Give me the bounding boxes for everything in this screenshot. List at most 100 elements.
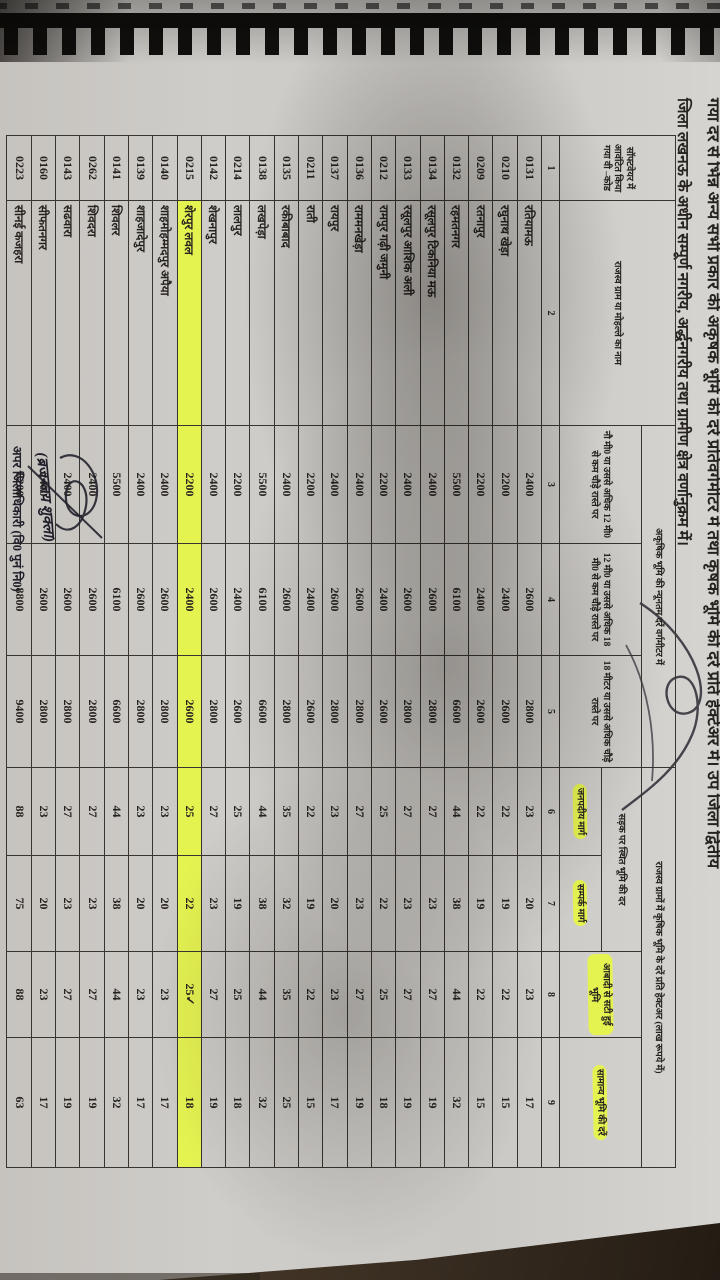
row-value: 15 <box>492 1037 518 1168</box>
row-value: 20 <box>322 855 348 952</box>
header-village-name: राजस्व ग्राम या मोहल्ले का नाम <box>559 200 676 426</box>
row-value: 22 <box>492 767 518 856</box>
table-row: 0131 रतियामऊ 2400 2600 2800 23 20 23 17 <box>517 135 542 1168</box>
row-name: राममनखेड़ा <box>347 200 372 426</box>
table-row: 0210 रघुनाथ खेड़ा 2200 2400 2600 22 19 22 15 <box>492 135 518 1168</box>
land-rates-table: सॉफ्टवेयर में आवंटित किया गया वी –कोड रा… <box>6 135 676 1168</box>
row-value: 32 <box>274 855 299 952</box>
row-value: 27 <box>79 951 105 1038</box>
row-value: 15 <box>468 1037 493 1168</box>
row-code: 0132 <box>444 135 469 201</box>
row-code: 0134 <box>420 135 445 201</box>
header-subgroup-road: सड़क पर स्थित भूमि की दर <box>601 767 642 952</box>
row-value: 2800 <box>79 655 105 768</box>
serial-cell: 7 <box>541 855 560 952</box>
row-value: 23 <box>152 767 178 856</box>
serial-cell: 9 <box>541 1037 560 1168</box>
row-value: 23 <box>420 855 445 952</box>
row-name: रघुनाथ खेड़ा <box>492 200 518 426</box>
row-value: 38 <box>249 855 275 952</box>
row-value: 44 <box>104 951 129 1038</box>
row-value: 88 <box>6 767 32 856</box>
row-value: 19 <box>420 1037 445 1168</box>
row-value: 2400 <box>274 425 299 544</box>
table-row: 0142 शेखनापुर 2400 2600 2800 27 23 27 19 <box>201 135 226 1168</box>
row-value: 23 <box>395 855 421 952</box>
table-row: 0211 राती 2200 2400 2600 22 19 22 15 <box>298 135 323 1168</box>
row-value: 22 <box>298 951 323 1038</box>
row-value: 2600 <box>517 543 542 656</box>
row-name: सीफतनगर <box>31 200 56 426</box>
row-value: 2400 <box>517 425 542 544</box>
row-value: 2800 <box>31 655 56 768</box>
row-name: शेखनापुर <box>201 200 226 426</box>
row-value: 19 <box>395 1037 421 1168</box>
table-header: सॉफ्टवेयर में आवंटित किया गया वी –कोड रा… <box>541 135 676 1168</box>
header-road-18m: 18 मीटर या उससे अधिक चौड़े रास्ते पर <box>559 655 642 768</box>
row-value: 25 <box>371 767 396 856</box>
header-district-road: जनपदीय मार्ग <box>559 767 602 856</box>
row-value: 2200 <box>177 425 202 544</box>
row-code: 0138 <box>249 135 275 201</box>
table-row: 0223 सीनई कजहरा 8200 8800 9400 88 75 88 63 <box>6 135 32 1168</box>
row-value: 17 <box>31 1037 56 1168</box>
row-value: 23 <box>31 767 56 856</box>
row-name: सढवारा <box>55 200 80 426</box>
row-code: 0212 <box>371 135 396 201</box>
row-code: 0262 <box>79 135 105 201</box>
row-value: 35 <box>274 951 299 1038</box>
row-value: 2600 <box>274 543 299 656</box>
highlighted-label: आबादी से सटी हुई भूमि <box>587 953 614 1036</box>
row-value: 2400 <box>420 425 445 544</box>
row-value: 27 <box>55 951 80 1038</box>
row-value: 5500 <box>444 425 469 544</box>
row-value: 38 <box>444 855 469 952</box>
table-row: 0140 शाहमोहम्मदपुर अपैया 2400 2600 2800 23 20 2… <box>152 135 178 1168</box>
row-code: 0160 <box>31 135 56 201</box>
table-row: 0139 शाहजादेपुर 2400 2600 2800 23 20 23 17 <box>128 135 153 1168</box>
row-value: 2800 <box>420 655 445 768</box>
highlighted-label: सामान्य भूमि की दरें <box>593 1065 609 1140</box>
row-name: रतियामऊ <box>517 200 542 426</box>
row-value: 6100 <box>249 543 275 656</box>
row-value: 27 <box>347 951 372 1038</box>
row-value: 2400 <box>152 425 178 544</box>
serial-cell: 1 <box>541 135 560 201</box>
highlighted-label: जनपदीय मार्ग <box>573 783 588 840</box>
row-value: 15 <box>298 1037 323 1168</box>
row-value: 25 <box>177 767 202 856</box>
row-value: 2800 <box>274 655 299 768</box>
row-name: रहमतनगर <box>444 200 469 426</box>
row-value: 27 <box>395 951 421 1038</box>
page-heading-line2: जिला लखनऊ के अधीन सम्पूर्ण नगरीय, अर्द्ध… <box>674 98 691 546</box>
row-value: 6600 <box>104 655 129 768</box>
row-value: 2200 <box>225 425 250 544</box>
row-code: 0211 <box>298 135 323 201</box>
row-value: 2800 <box>395 655 421 768</box>
row-value: 19 <box>55 1037 80 1168</box>
row-value: 23 <box>31 951 56 1038</box>
row-value: 18 <box>177 1037 202 1168</box>
row-name: शाहमोहम्मदपुर अपैया <box>152 200 178 426</box>
row-value: 2600 <box>322 543 348 656</box>
row-name: रायपुर <box>322 200 348 426</box>
row-value: 23 <box>79 855 105 952</box>
row-value: 32 <box>104 1037 129 1168</box>
table-row: 0143 सढवारा 2400 2600 2800 27 23 27 19 <box>55 135 80 1168</box>
row-value: 44 <box>444 951 469 1038</box>
row-value: 2400 <box>177 543 202 656</box>
row-value: 6600 <box>249 655 275 768</box>
row-value: 88 <box>6 951 32 1038</box>
row-value: 23 <box>55 855 80 952</box>
row-name: रतनापुर <box>468 200 493 426</box>
page-heading-line1: गया दर से भिन्न अन्य सभी प्रकार की अकृषक… <box>704 98 720 869</box>
row-value: 63 <box>6 1037 32 1168</box>
row-value: 17 <box>322 1037 348 1168</box>
row-value: 2800 <box>128 655 153 768</box>
row-value: 44 <box>444 767 469 856</box>
table-row: 0138 लखपेड़ा 5500 6100 6600 44 38 44 32 <box>249 135 275 1168</box>
row-value: 44 <box>249 767 275 856</box>
row-value: 2600 <box>177 655 202 768</box>
row-value: 27 <box>347 767 372 856</box>
